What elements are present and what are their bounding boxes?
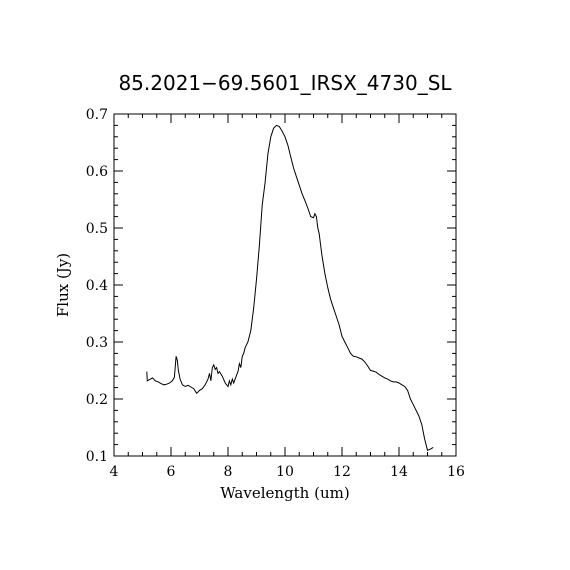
x-tick-label: 12: [333, 464, 351, 480]
x-tick-label: 10: [276, 464, 294, 480]
y-axis-label: Flux (Jy): [54, 253, 72, 317]
x-tick-label: 4: [110, 464, 119, 480]
y-tick-label: 0.2: [86, 392, 108, 408]
plot-frame: [113, 113, 457, 457]
y-tick-label: 0.4: [86, 278, 108, 294]
x-tick-labels: 4 6 8 10 12 14 16: [110, 464, 465, 480]
x-tick-label: 6: [167, 464, 176, 480]
chart-title: 85.2021−69.5601_IRSX_4730_SL: [118, 71, 452, 95]
spectrum-line: [146, 124, 434, 451]
x-tick-label: 14: [390, 464, 408, 480]
y-tick-label: 0.3: [86, 335, 108, 351]
tick-marks: [113, 113, 457, 457]
y-tick-label: 0.1: [86, 449, 108, 465]
x-tick-label: 16: [447, 464, 465, 480]
y-tick-labels: 0.1 0.2 0.3 0.4 0.5 0.6 0.7: [86, 107, 108, 465]
y-tick-label: 0.6: [86, 164, 108, 180]
y-tick-label: 0.7: [86, 107, 108, 123]
y-tick-label: 0.5: [86, 221, 108, 237]
x-tick-label: 8: [224, 464, 233, 480]
x-axis-label: Wavelength (um): [220, 484, 349, 502]
